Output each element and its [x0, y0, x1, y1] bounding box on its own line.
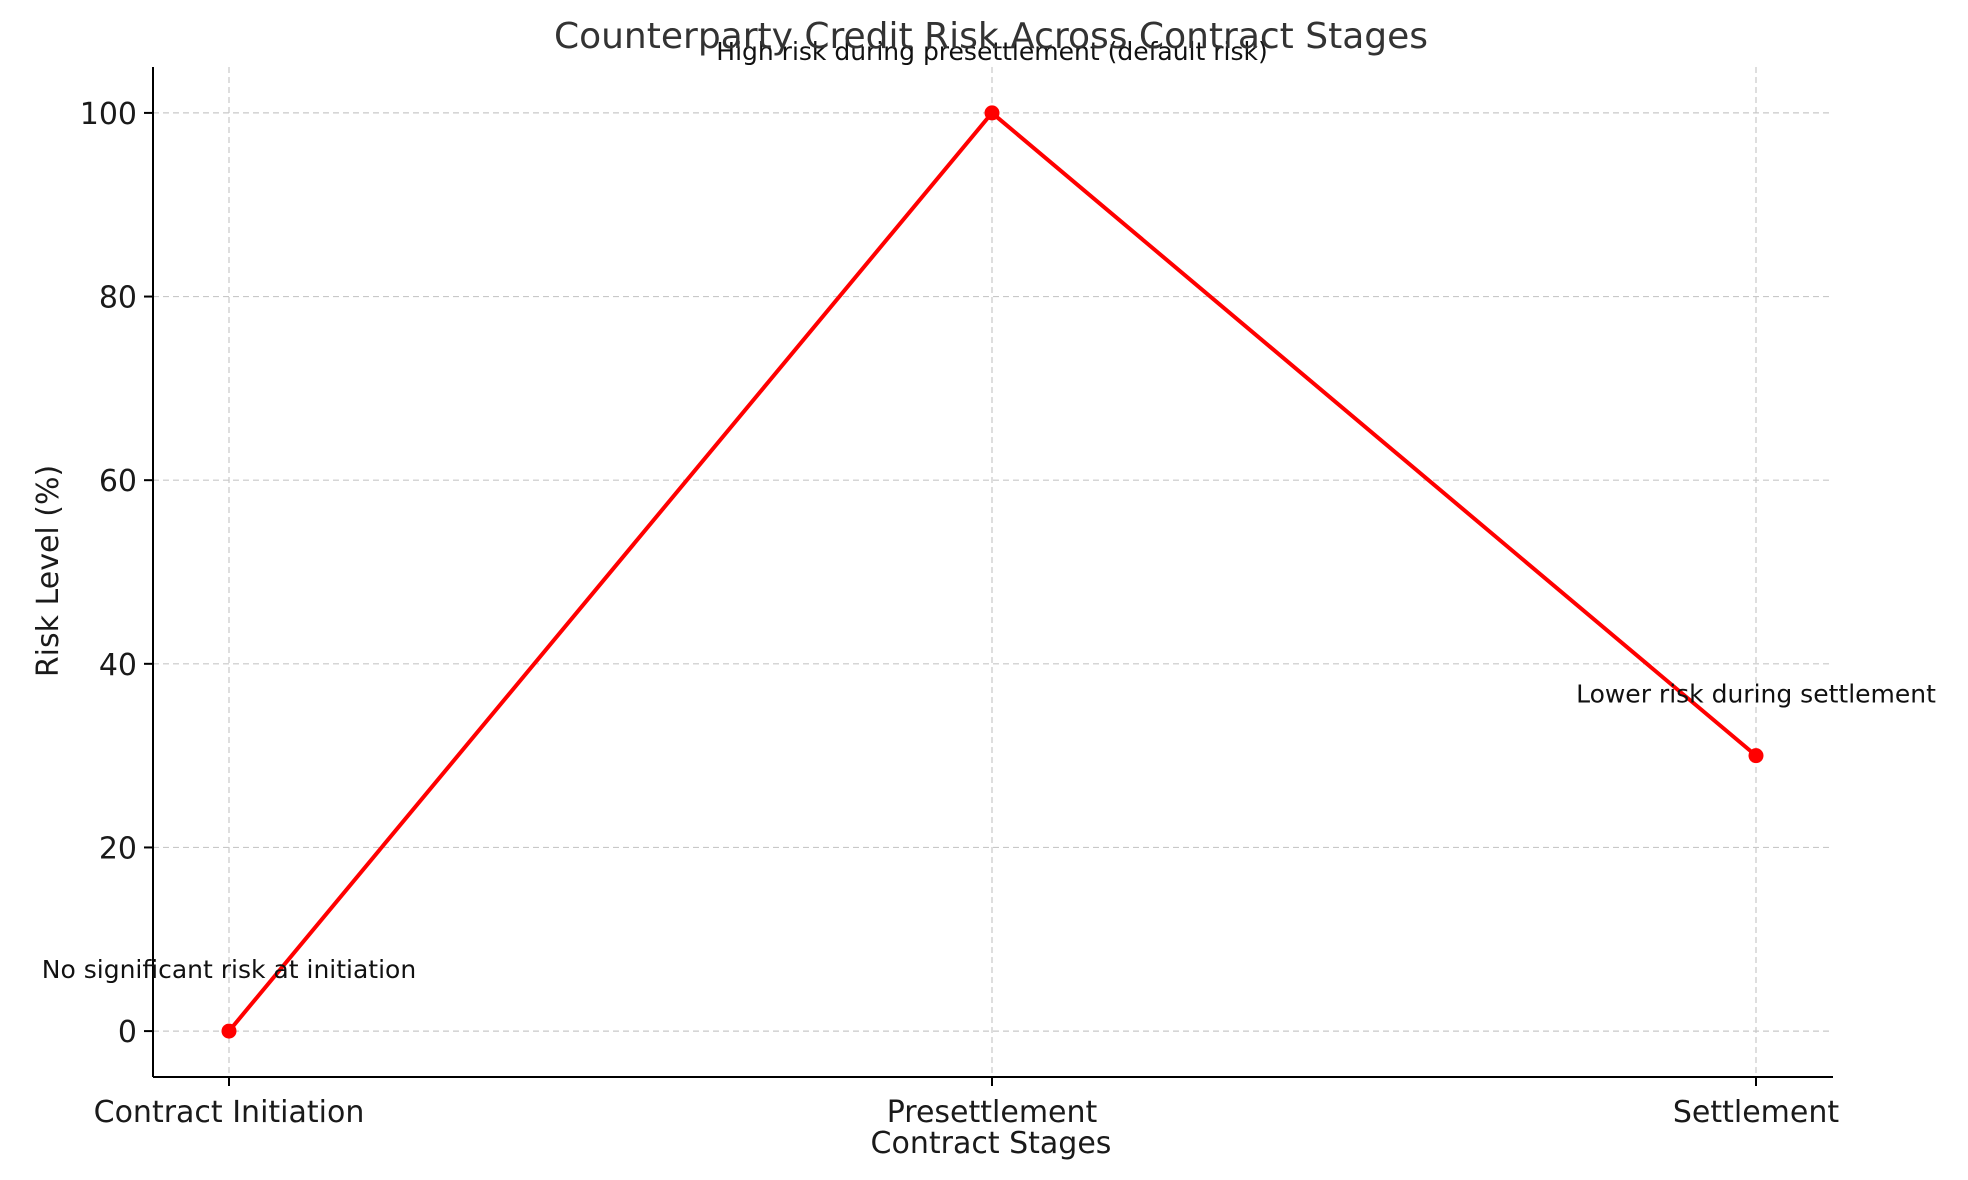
data-point [221, 1023, 237, 1039]
annotation-label: High risk during presettlement (default … [716, 37, 1267, 66]
y-tick-label: 80 [99, 281, 137, 316]
data-point [1748, 748, 1764, 764]
y-tick-label: 20 [99, 831, 137, 866]
annotation-label: No significant risk at initiation [42, 955, 416, 984]
x-tick-label: Presettlement [887, 1095, 1098, 1130]
axes-layer [144, 67, 1833, 1086]
label-layer: Contract Stages Risk Level (%) 0 20 40 60 80… [31, 16, 1936, 1161]
x-tick-label: Contract Initiation [94, 1095, 365, 1130]
y-tick-label: 0 [118, 1015, 137, 1050]
series-layer [221, 105, 1764, 1039]
y-tick-label: 60 [99, 464, 137, 499]
data-point [984, 105, 1000, 121]
y-axis-title: Risk Level (%) [31, 465, 66, 677]
y-tick-label: 40 [99, 648, 137, 683]
x-axis-title: Contract Stages [871, 1126, 1112, 1161]
chart-title: Counterparty Credit Risk Across Contract… [554, 16, 1428, 57]
y-tick-label: 100 [80, 97, 137, 132]
annotation-label: Lower risk during settlement [1576, 680, 1936, 709]
grid-layer [153, 67, 1833, 1077]
x-tick-label: Settlement [1673, 1095, 1840, 1130]
